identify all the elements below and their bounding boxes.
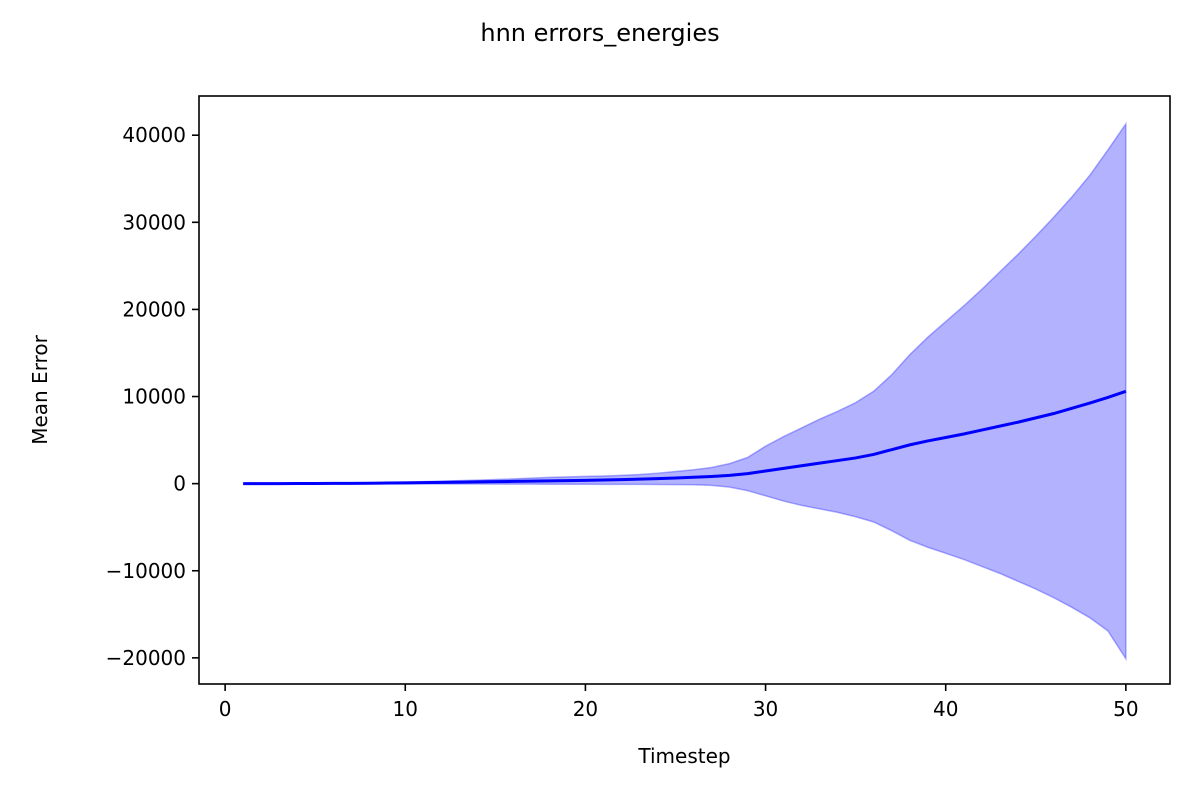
error-band	[243, 121, 1127, 662]
x-tick-label: 30	[753, 697, 778, 721]
y-axis: −20000 −10000 0 10000 20000 30000 40000	[106, 123, 199, 670]
x-tick-label: 0	[219, 697, 232, 721]
y-tick-label: 10000	[122, 385, 186, 409]
chart-title: hnn errors_energies	[480, 19, 719, 47]
y-axis-label: Mean Error	[28, 334, 52, 444]
x-tick-label: 40	[933, 697, 958, 721]
plot-frame	[198, 95, 1171, 685]
error-band-layer	[243, 121, 1127, 662]
x-tick-label: 10	[393, 697, 418, 721]
x-tick-label: 50	[1113, 697, 1138, 721]
y-tick-label: 0	[173, 472, 186, 496]
y-tick-label: −20000	[106, 646, 186, 670]
x-tick-label: 20	[573, 697, 598, 721]
mean-line-layer	[243, 389, 1127, 486]
y-tick-label: 20000	[122, 297, 186, 321]
mean-error-line	[243, 389, 1127, 486]
y-tick-label: −10000	[106, 559, 186, 583]
x-axis: 0 10 20 30 40 50	[219, 684, 1139, 721]
y-tick-label: 30000	[122, 210, 186, 234]
x-axis-label: Timestep	[637, 744, 730, 768]
y-tick-label: 40000	[122, 123, 186, 147]
